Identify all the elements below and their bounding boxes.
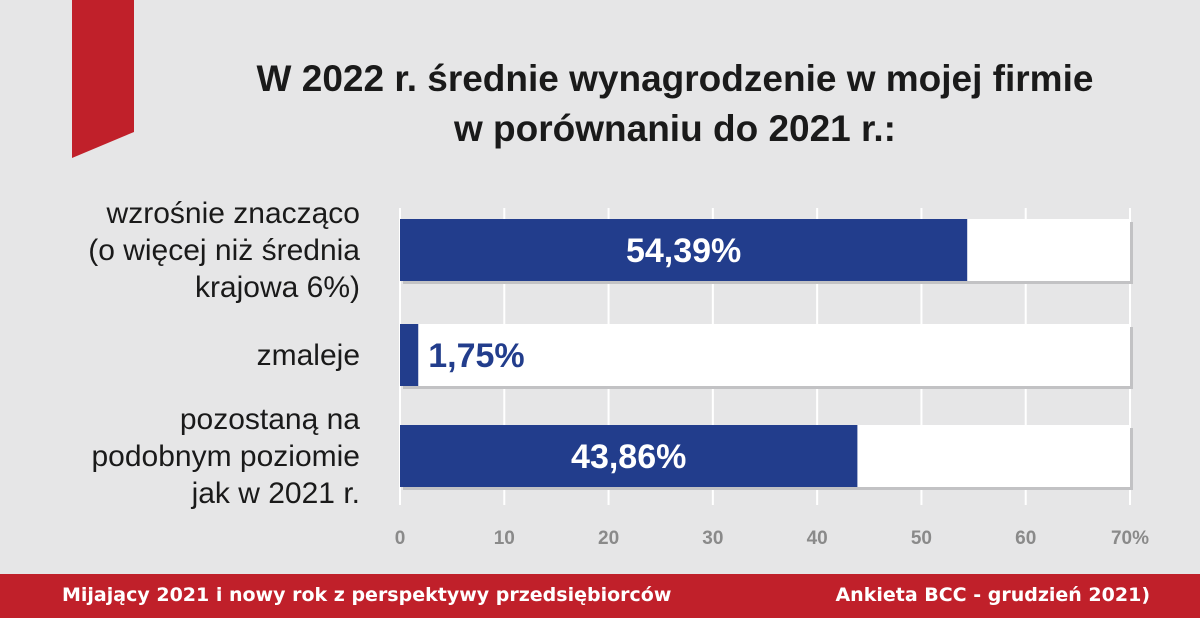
category-label-line: pozostaną na [179,402,360,436]
chart-title-line-2: w porównaniu do 2021 r.: [453,108,896,149]
bar-value-label: 54,39% [626,232,741,270]
chart-title-line-1: W 2022 r. średnie wynagrodzenie w mojej … [256,58,1094,99]
x-tick-label: 60 [1015,528,1036,549]
bar-track [400,324,1130,386]
footer-survey-credit: Ankieta BCC - grudzień 2021) [835,584,1150,606]
x-tick-label: 40 [807,528,828,549]
bar [400,219,968,281]
category-label-line: wzrośnie znacząco [106,196,360,230]
bar [400,425,858,487]
x-tick-label: 20 [598,528,619,549]
category-label-line: (o więcej niż średnia [88,233,360,267]
category-label-line: zmaleje [256,338,360,372]
category-label-line: krajowa 6%) [194,270,360,304]
category-label: zmaleje [20,337,360,374]
x-tick-label: 30 [702,528,723,549]
bar-chart: 54,39% 1,75% 43,86% 0 10 20 30 40 50 60 70% [395,208,1149,549]
bar [400,324,419,386]
x-tick-label: 0 [395,528,406,549]
bar-value-label: 1,75% [428,337,524,375]
x-tick-label: 10 [494,528,515,549]
category-label-line: podobnym poziomie [91,439,361,473]
chart-title: W 2022 r. średnie wynagrodzenie w mojej … [150,54,1200,154]
x-tick-label: 70% [1111,528,1149,549]
category-label: wzrośnie znacząco (o więcej niż średnia kr… [20,195,360,306]
footer-bar: Mijający 2021 i nowy rok z perspektywy p… [0,574,1200,618]
x-tick-label: 50 [911,528,932,549]
footer-source-title: Mijający 2021 i nowy rok z perspektywy p… [62,584,672,606]
category-label: pozostaną na podobnym poziomie jak w 2021 … [20,401,361,512]
category-label-line: jak w 2021 r. [191,476,360,510]
bar-value-label: 43,86% [571,438,686,476]
ribbon-decoration [72,0,134,158]
